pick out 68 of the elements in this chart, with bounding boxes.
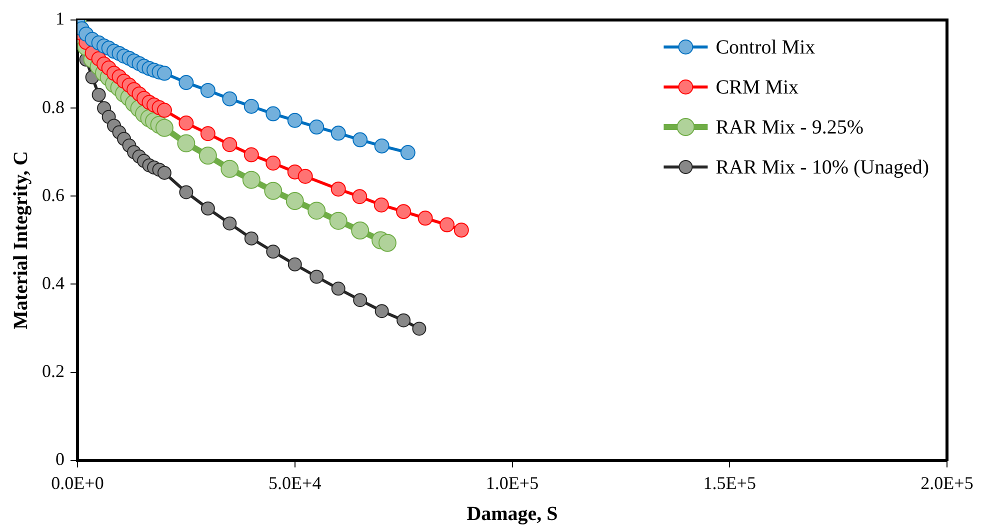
point [178, 75, 194, 90]
legend-label: CRM Mix [716, 76, 799, 98]
point [244, 231, 258, 246]
point [352, 132, 368, 148]
x-tick-label: 5.0E+4 [268, 472, 322, 493]
point [156, 66, 172, 81]
legend-label: RAR Mix - 10% (Unaged) [716, 156, 930, 178]
point [331, 282, 346, 296]
point [352, 189, 368, 204]
y-tick-label: 0.2 [42, 361, 64, 382]
point [396, 204, 412, 220]
point [287, 112, 302, 128]
point [400, 145, 416, 160]
y-tick-label: 1 [56, 8, 64, 29]
point [330, 126, 346, 141]
point [198, 146, 217, 165]
y-tick-label: 0.8 [42, 96, 64, 117]
point [418, 210, 433, 226]
point [156, 102, 172, 118]
point [378, 234, 396, 252]
x-axis-title: Damage, S [466, 503, 558, 526]
point [242, 170, 260, 189]
point [454, 222, 469, 238]
point [200, 82, 216, 98]
legend-label: Control Mix [716, 36, 816, 58]
y-tick-label: 0.6 [42, 184, 64, 205]
point [222, 91, 238, 106]
point [220, 160, 239, 178]
point [286, 192, 304, 210]
y-tick-label: 0.4 [42, 272, 64, 293]
x-tick-label: 0.0E+0 [51, 472, 104, 493]
point [329, 212, 348, 230]
x-tick-label: 1.5E+5 [703, 472, 756, 493]
point [155, 118, 174, 137]
point [374, 197, 389, 212]
point [266, 106, 281, 122]
point [308, 202, 326, 220]
point [298, 168, 313, 184]
point [222, 137, 238, 152]
point [412, 322, 426, 336]
point [244, 147, 259, 162]
y-axis-title: Material Integrity, C [10, 151, 32, 330]
point [200, 126, 216, 142]
point [440, 217, 455, 232]
point [309, 120, 324, 135]
y-tick-label: 0 [56, 449, 64, 470]
x-tick-label: 1.0E+5 [486, 472, 539, 493]
point [179, 185, 194, 200]
point [200, 201, 215, 216]
point [374, 138, 390, 154]
point [222, 216, 237, 230]
point [310, 270, 324, 284]
point [178, 116, 194, 131]
point [330, 182, 346, 197]
point [177, 134, 196, 152]
point [288, 257, 302, 272]
point [374, 304, 389, 318]
point [396, 313, 411, 328]
point [351, 222, 370, 240]
point [264, 182, 282, 200]
point [266, 244, 280, 259]
point [353, 293, 368, 308]
point [157, 166, 172, 180]
legend-label: RAR Mix - 9.25% [716, 116, 864, 138]
point [266, 156, 281, 171]
point [92, 88, 106, 102]
x-tick-label: 2.0E+5 [920, 472, 974, 493]
point [244, 98, 259, 114]
